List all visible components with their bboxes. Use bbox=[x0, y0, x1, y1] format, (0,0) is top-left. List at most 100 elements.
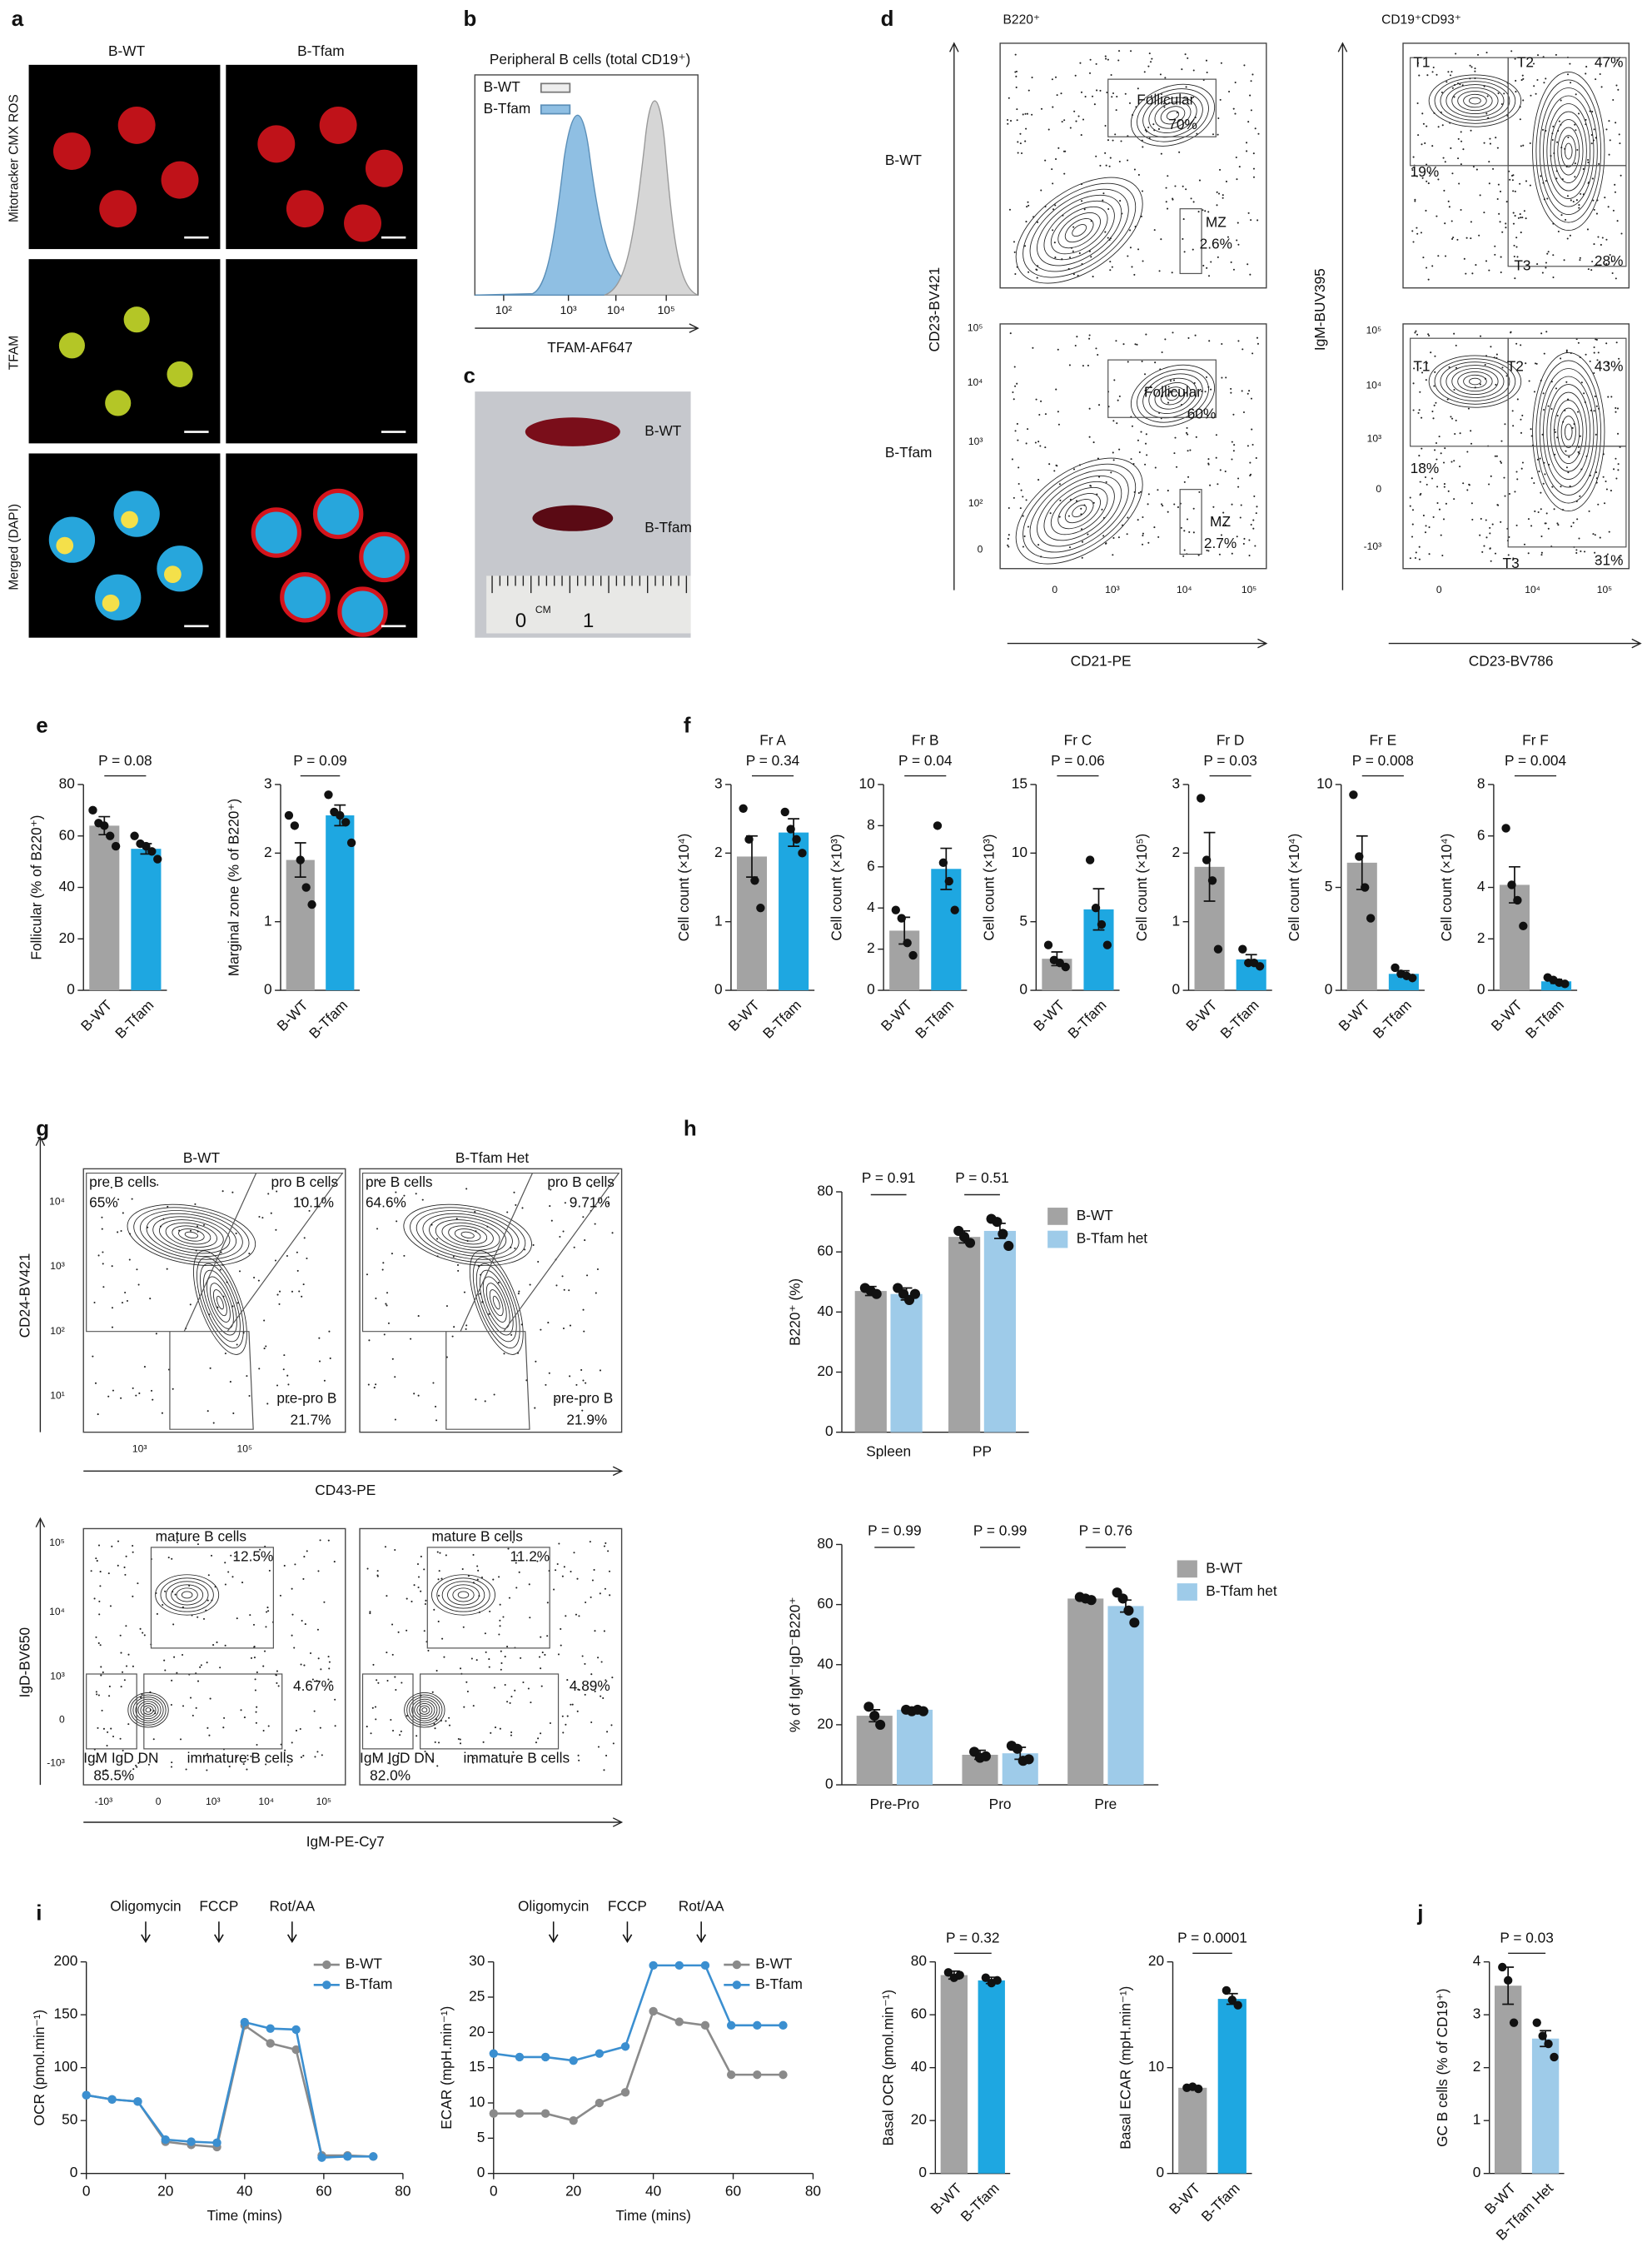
event-dot bbox=[108, 1685, 111, 1688]
event-dot bbox=[199, 1666, 202, 1668]
event-dot bbox=[605, 1542, 607, 1544]
merge-stain bbox=[102, 594, 120, 612]
event-dot bbox=[208, 1734, 211, 1736]
event-dot bbox=[578, 1759, 580, 1761]
event-dot bbox=[391, 1623, 394, 1626]
event-dot bbox=[1251, 443, 1254, 446]
event-dot bbox=[316, 1628, 319, 1631]
event-dot bbox=[1496, 197, 1499, 201]
event-dot bbox=[1059, 499, 1062, 501]
event-dot bbox=[1511, 410, 1514, 412]
event-dot bbox=[1425, 209, 1427, 212]
event-dot bbox=[1523, 210, 1525, 212]
event-dot bbox=[1413, 367, 1416, 370]
event-dot bbox=[1424, 531, 1427, 534]
event-dot bbox=[1090, 256, 1092, 258]
label: 10³ bbox=[206, 1796, 220, 1807]
event-dot bbox=[1115, 340, 1117, 342]
contour bbox=[172, 1225, 211, 1245]
event-dot bbox=[590, 1721, 593, 1724]
event-dot bbox=[568, 1289, 570, 1292]
event-dot bbox=[1515, 79, 1517, 82]
event-dot bbox=[1532, 62, 1535, 65]
event-dot bbox=[206, 1662, 208, 1664]
contour bbox=[1557, 127, 1580, 176]
data-point bbox=[918, 1706, 928, 1716]
annotation-arrow bbox=[214, 1921, 224, 1943]
marker bbox=[266, 2024, 275, 2033]
contour bbox=[171, 1584, 204, 1606]
label: mature B cells bbox=[156, 1527, 247, 1544]
event-dot bbox=[575, 1613, 578, 1616]
event-dot bbox=[1152, 123, 1155, 126]
event-dot bbox=[1082, 118, 1085, 121]
label: Follicular bbox=[1144, 383, 1202, 400]
y-tick-label: 60 bbox=[59, 826, 75, 843]
event-dot bbox=[1062, 150, 1066, 152]
event-dot bbox=[1571, 426, 1574, 429]
y-axis-label: Cell count (×10⁵) bbox=[1133, 834, 1150, 942]
event-dot bbox=[1612, 209, 1615, 212]
event-dot bbox=[1517, 217, 1520, 219]
event-dot bbox=[1015, 86, 1018, 88]
event-dot bbox=[1451, 87, 1454, 89]
event-dot bbox=[1575, 129, 1577, 132]
event-dot bbox=[545, 1383, 547, 1386]
event-dot bbox=[1057, 147, 1060, 149]
event-dot bbox=[1250, 80, 1252, 82]
event-dot bbox=[1141, 190, 1144, 192]
event-dot bbox=[532, 1243, 535, 1247]
event-dot bbox=[566, 1715, 569, 1717]
event-dot bbox=[1104, 231, 1107, 233]
event-dot bbox=[1112, 554, 1114, 556]
event-dot bbox=[1606, 553, 1609, 556]
event-dot bbox=[171, 1679, 173, 1682]
contour bbox=[212, 1289, 227, 1317]
event-dot bbox=[1453, 388, 1455, 391]
event-dot bbox=[278, 1303, 281, 1305]
event-dot bbox=[1167, 207, 1169, 210]
event-dot bbox=[1246, 142, 1248, 144]
event-dot bbox=[372, 1663, 375, 1666]
event-dot bbox=[1416, 362, 1419, 365]
label: Follicular bbox=[1137, 92, 1194, 108]
event-dot bbox=[1527, 552, 1530, 555]
event-dot bbox=[1537, 511, 1540, 514]
event-dot bbox=[1037, 479, 1040, 481]
event-dot bbox=[1206, 549, 1208, 551]
event-dot bbox=[1474, 67, 1476, 70]
gate bbox=[1179, 208, 1202, 275]
data-point bbox=[1061, 962, 1070, 972]
event-dot bbox=[1446, 81, 1448, 83]
event-dot bbox=[121, 1302, 124, 1304]
event-dot bbox=[557, 1653, 560, 1656]
contour bbox=[130, 1694, 167, 1726]
event-dot bbox=[1546, 197, 1549, 200]
event-dot bbox=[1528, 380, 1530, 382]
event-dot bbox=[1053, 470, 1056, 472]
event-dot bbox=[318, 1360, 321, 1363]
event-dot bbox=[443, 1656, 445, 1658]
bar bbox=[940, 1975, 968, 2174]
event-dot bbox=[112, 1389, 115, 1392]
event-dot bbox=[1607, 206, 1610, 208]
event-dot bbox=[100, 1674, 102, 1677]
event-dot bbox=[1047, 128, 1050, 131]
y-tick-label: 0 bbox=[1019, 981, 1028, 998]
bar bbox=[896, 1709, 933, 1786]
event-dot bbox=[1112, 139, 1114, 142]
event-dot bbox=[1206, 267, 1208, 269]
event-dot bbox=[174, 1593, 177, 1596]
dapi-stain bbox=[95, 574, 142, 620]
contour bbox=[454, 1228, 481, 1242]
dapi-stain bbox=[48, 516, 96, 563]
event-dot bbox=[1578, 204, 1580, 207]
event-dot bbox=[1451, 172, 1454, 175]
y-axis-label: GC B cells (% of CD19⁺) bbox=[1434, 1988, 1450, 2146]
event-dot bbox=[607, 1550, 610, 1552]
legend-label: B-WT bbox=[755, 1956, 793, 1972]
event-dot bbox=[386, 1304, 388, 1307]
contour bbox=[155, 1574, 220, 1616]
event-dot bbox=[1450, 147, 1452, 149]
event-dot bbox=[1540, 508, 1542, 511]
